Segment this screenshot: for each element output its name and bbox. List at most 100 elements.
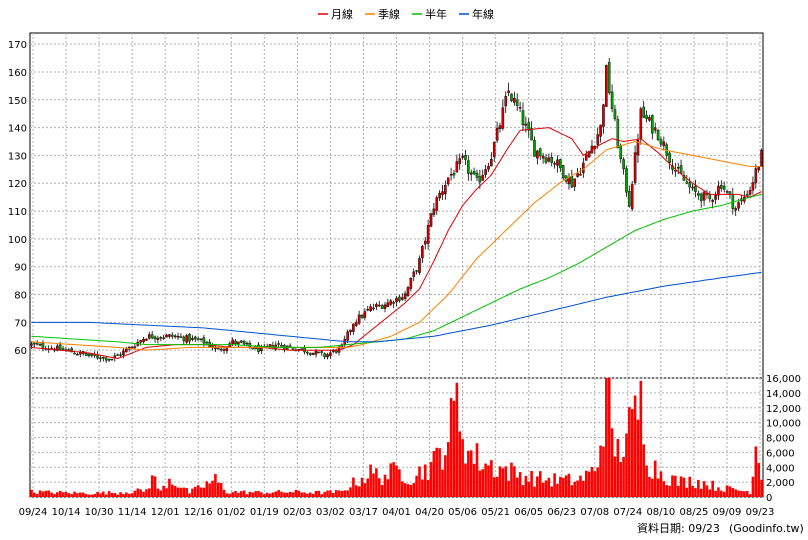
candle-body: [142, 339, 145, 343]
volume-bar: [64, 491, 68, 497]
date-tick-label: 08/10: [646, 507, 675, 518]
candle-body: [490, 158, 493, 167]
volume-bars: [30, 378, 763, 497]
volume-bar: [168, 478, 171, 497]
volume-bar: [731, 488, 735, 497]
volume-bar: [426, 479, 430, 497]
volume-bar: [515, 477, 519, 497]
volume-bar: [228, 493, 232, 497]
volume-bar: [323, 492, 326, 497]
candle-body: [697, 193, 700, 196]
candle-body: [536, 150, 539, 159]
candle-body: [162, 337, 165, 339]
date-tick-label: 08/25: [679, 507, 708, 518]
date-tick-label: 09/23: [746, 507, 775, 518]
candle-body: [400, 297, 404, 300]
volume-bar: [622, 456, 625, 497]
candle-body: [107, 358, 111, 361]
volume-tick-label: 2,000: [766, 478, 795, 489]
volume-bar: [674, 475, 677, 497]
volume-bar: [145, 489, 148, 497]
candle-body: [538, 148, 542, 157]
volume-bar: [234, 490, 237, 497]
volume-bar: [231, 492, 234, 497]
volume-bar: [30, 489, 33, 497]
legend-label: 月線: [331, 7, 353, 21]
volume-bar: [449, 398, 453, 497]
ma-line: [31, 127, 762, 360]
volume-bar: [607, 378, 611, 497]
candle-body: [119, 354, 122, 356]
volume-tick-label: 10,000: [766, 419, 801, 430]
volume-bar: [564, 475, 568, 497]
volume-bar: [93, 494, 96, 497]
candle-body: [268, 344, 272, 347]
candle-body: [613, 109, 617, 120]
candle-body: [35, 342, 39, 345]
volume-bar: [602, 446, 605, 497]
candle-body: [642, 106, 646, 118]
volume-bar: [262, 494, 266, 497]
candle-body: [38, 343, 42, 346]
candle-body: [467, 160, 470, 174]
volume-bar: [277, 490, 280, 497]
candle-body: [651, 115, 654, 134]
candle-body: [599, 124, 602, 137]
volume-bar: [510, 462, 513, 497]
candle-body: [122, 350, 125, 356]
volume-bar: [518, 472, 522, 497]
volume-bar: [326, 490, 329, 497]
volume-bar: [429, 462, 433, 497]
candle-body: [533, 140, 536, 157]
volume-bar: [714, 490, 717, 497]
candle-body: [366, 309, 370, 311]
candle-body: [524, 123, 528, 126]
volume-bar: [306, 493, 309, 497]
date-tick-label: 05/21: [481, 507, 510, 518]
volume-bar: [331, 493, 335, 497]
candle-body: [99, 357, 102, 360]
candle-body: [70, 348, 73, 353]
volume-bar: [245, 494, 249, 497]
volume-bar: [58, 490, 62, 497]
candle-body: [176, 336, 180, 338]
candle-body: [363, 311, 367, 318]
candle-body: [306, 351, 309, 354]
volume-bar: [398, 469, 401, 497]
volume-bar: [717, 487, 720, 497]
volume-bar: [211, 480, 214, 497]
candle-body: [475, 172, 479, 178]
volume-bar: [582, 480, 585, 497]
volume-bar: [67, 493, 71, 497]
volume-bar: [366, 478, 370, 497]
candle-body: [329, 352, 332, 356]
date-tick-label: 10/14: [52, 507, 81, 518]
date-tick-label: 01/19: [250, 507, 279, 518]
volume-bar: [469, 450, 473, 497]
volume-bar: [484, 463, 487, 497]
volume-tick-label: 0: [766, 493, 772, 504]
volume-bar: [170, 484, 174, 497]
candle-body: [349, 329, 352, 333]
price-tick-label: 140: [8, 124, 27, 135]
volume-bar: [392, 462, 395, 497]
candle-body: [725, 191, 729, 193]
candle-body: [245, 342, 249, 345]
candle-body: [326, 354, 329, 358]
volume-bar: [33, 492, 36, 497]
date-tick-label: 03/17: [349, 507, 378, 518]
price-tick-label: 170: [8, 40, 27, 51]
candle-body: [406, 287, 410, 296]
volume-bar: [329, 490, 332, 497]
candle-body: [104, 357, 108, 361]
candle-body: [679, 165, 683, 174]
volume-bar: [452, 400, 456, 497]
volume-bar: [125, 492, 128, 497]
candle-body: [630, 184, 634, 210]
candle-body: [239, 340, 243, 343]
volume-bar: [472, 463, 476, 497]
candle-body: [584, 154, 588, 161]
volume-bar: [653, 460, 657, 497]
volume-bar: [159, 490, 163, 497]
volume-bar: [490, 460, 493, 497]
